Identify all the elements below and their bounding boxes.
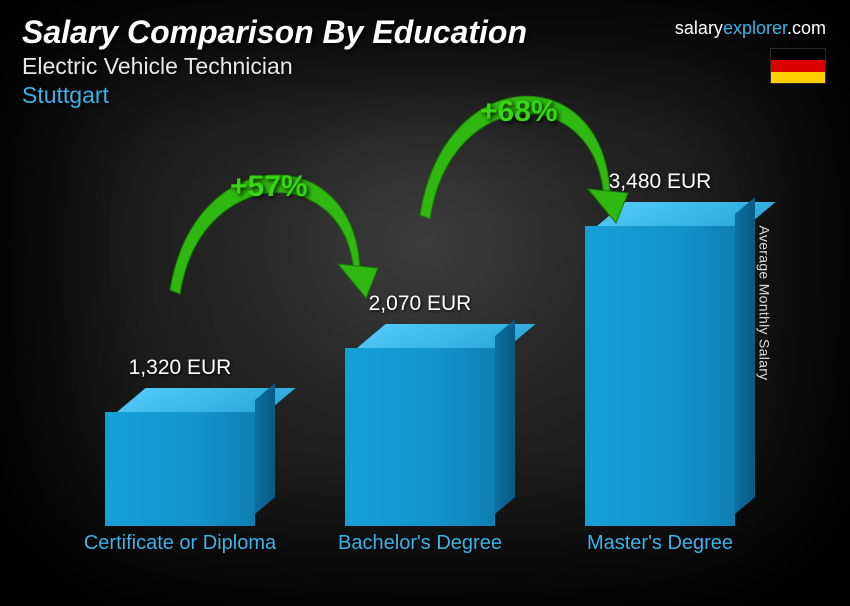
bar3d-2	[585, 202, 735, 526]
flag-stripe-1	[771, 60, 825, 71]
bar-value-0: 1,320 EUR	[129, 356, 232, 380]
bar-1: 2,070 EUR	[312, 292, 528, 526]
x-label-0: Certificate or Diploma	[72, 531, 288, 586]
bar-side-face	[735, 197, 755, 514]
bar-value-2: 3,480 EUR	[609, 170, 712, 194]
bar-2: 3,480 EUR	[552, 170, 768, 526]
bar-front-face	[585, 226, 735, 526]
x-labels-container: Certificate or Diploma Bachelor's Degree M…	[60, 531, 780, 586]
bar3d-0	[105, 388, 255, 526]
bar-side-face	[495, 319, 515, 514]
flag-icon	[770, 48, 826, 84]
y-axis-label: Average Monthly Salary	[757, 226, 773, 381]
chart-area: 1,320 EUR 2,070 EUR 3,480 EUR Certificate …	[60, 130, 780, 586]
bars-container: 1,320 EUR 2,070 EUR 3,480 EUR	[60, 130, 780, 526]
bar-0: 1,320 EUR	[72, 356, 288, 526]
bar3d-1	[345, 324, 495, 526]
flag-stripe-2	[771, 72, 825, 83]
bar-front-face	[345, 348, 495, 526]
chart-subtitle: Electric Vehicle Technician	[22, 53, 828, 80]
x-label-2: Master's Degree	[552, 531, 768, 586]
bar-value-1: 2,070 EUR	[369, 292, 472, 316]
chart-location: Stuttgart	[22, 82, 828, 109]
brand-logo: salaryexplorer.com	[675, 18, 826, 39]
x-label-1: Bachelor's Degree	[312, 531, 528, 586]
bar-side-face	[255, 383, 275, 514]
flag-stripe-0	[771, 49, 825, 60]
brand-prefix: salary	[675, 18, 723, 38]
bar-front-face	[105, 412, 255, 526]
brand-mid: explorer	[723, 18, 787, 38]
brand-suffix: .com	[787, 18, 826, 38]
